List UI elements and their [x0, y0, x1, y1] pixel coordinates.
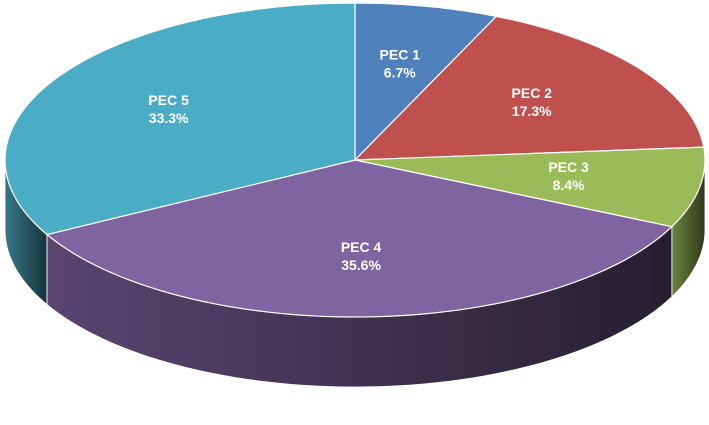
- value-label: 17.3%: [512, 103, 552, 119]
- value-label: 33.3%: [149, 110, 189, 126]
- pie-slice: [45, 159, 674, 318]
- slice-label: PEC 5: [148, 92, 189, 108]
- slice-label: PEC 3: [548, 159, 589, 175]
- pie-slice: [354, 2, 498, 162]
- slice-label: PEC 4: [341, 239, 382, 255]
- value-label: 8.4%: [553, 177, 585, 193]
- slice-label: PEC 1: [380, 46, 421, 62]
- value-label: 35.6%: [341, 257, 381, 273]
- slice-label: PEC 2: [512, 85, 553, 101]
- pie-slice: [354, 146, 706, 228]
- pie-slice: [4, 2, 356, 236]
- pie-slice: [353, 15, 705, 161]
- value-label: 6.7%: [384, 64, 416, 80]
